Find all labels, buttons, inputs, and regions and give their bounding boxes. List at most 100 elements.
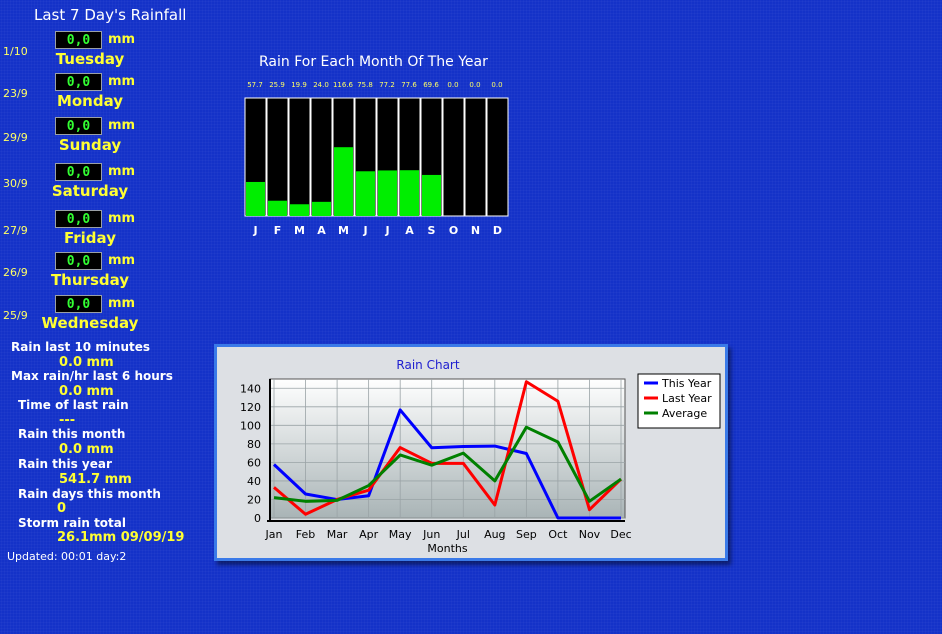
day-date: 30/9 <box>3 177 28 190</box>
bar-slot <box>266 97 289 217</box>
day-row: 27/9 0,0 mm Friday <box>0 210 200 250</box>
max-rate-label: Max rain/hr last 6 hours <box>11 369 173 383</box>
bar <box>312 201 331 216</box>
max-rate-value: 0.0 mm <box>59 384 114 399</box>
day-rain-value: 0,0 <box>55 252 102 270</box>
year-label: Rain this year <box>18 457 112 471</box>
bar-value-label: 77.2 <box>379 81 395 89</box>
legend: This Year Last Year Average <box>637 373 721 429</box>
line-chart-title: Rain Chart <box>396 358 459 372</box>
bar <box>422 174 441 216</box>
x-tick-label: Dec <box>610 528 631 541</box>
y-tick-label: 0 <box>254 512 261 525</box>
bar-month-label: M <box>338 224 349 237</box>
bar <box>378 170 397 216</box>
last-rain-value: --- <box>59 413 76 428</box>
bar-month-label: D <box>493 224 502 237</box>
day-date: 29/9 <box>3 131 28 144</box>
day-name: Thursday <box>50 271 130 289</box>
day-name: Wednesday <box>41 314 139 332</box>
bar-value-label: 0.0 <box>447 81 458 89</box>
y-tick-label: 140 <box>240 382 261 395</box>
x-tick-label: Nov <box>579 528 601 541</box>
day-date: 26/9 <box>3 266 28 279</box>
bar-month-label: M <box>294 224 305 237</box>
day-rain-unit: mm <box>108 253 136 268</box>
day-name: Monday <box>56 92 124 110</box>
bar <box>290 204 309 216</box>
day-rain-value: 0,0 <box>55 163 102 181</box>
bar-value-label: 57.7 <box>247 81 263 89</box>
day-rain-value: 0,0 <box>55 73 102 91</box>
bar-value-label: 0.0 <box>491 81 502 89</box>
bar <box>400 170 419 216</box>
bar-month-label: J <box>384 224 389 237</box>
bar-value-label: 77.6 <box>401 81 417 89</box>
bar-value-label: 69.6 <box>423 81 439 89</box>
day-row: 23/9 0,0 mm Monday <box>0 73 200 113</box>
day-name: Sunday <box>58 136 122 154</box>
bar <box>334 147 353 216</box>
y-tick-label: 20 <box>247 493 261 506</box>
day-row: 1/10 0,0 mm Tuesday <box>0 31 200 71</box>
bar-month-label: A <box>317 224 326 237</box>
bar-month-label: N <box>471 224 480 237</box>
day-row: 25/9 0,0 mm Wednesday <box>0 295 200 335</box>
day-row: 29/9 0,0 mm Sunday <box>0 117 200 157</box>
day-date: 23/9 <box>3 87 28 100</box>
rain-days-value: 0 <box>57 501 67 516</box>
y-tick-label: 120 <box>240 401 261 414</box>
bar-slot <box>464 97 487 217</box>
day-date: 27/9 <box>3 224 28 237</box>
updated-text: Updated: 00:01 day:2 <box>7 550 127 563</box>
bar-slot <box>442 97 465 217</box>
bar-value-label: 19.9 <box>291 81 307 89</box>
storm-value: 26.1mm 09/09/19 <box>57 530 185 545</box>
bar <box>356 171 375 216</box>
bar-slot <box>288 97 311 217</box>
bar-month-label: O <box>449 224 458 237</box>
y-tick-label: 100 <box>240 419 261 432</box>
month-label: Rain this month <box>18 427 126 441</box>
bar-month-label: J <box>252 224 257 237</box>
x-tick-label: Jul <box>456 528 470 541</box>
legend-label: Average <box>662 407 707 420</box>
bar-value-label: 75.8 <box>357 81 373 89</box>
x-tick-label: Apr <box>359 528 379 541</box>
bar-month-label: A <box>405 224 414 237</box>
last-rain-label: Time of last rain <box>18 398 129 412</box>
day-name: Tuesday <box>55 50 125 68</box>
day-rain-unit: mm <box>108 32 136 47</box>
day-row: 30/9 0,0 mm Saturday <box>0 163 200 203</box>
x-tick-label: Feb <box>296 528 315 541</box>
bar-month-label: J <box>362 224 367 237</box>
bar <box>268 200 287 216</box>
day-date: 1/10 <box>3 45 28 58</box>
day-rain-unit: mm <box>108 74 136 89</box>
month-value: 0.0 mm <box>59 442 114 457</box>
bar-value-label: 24.0 <box>313 81 329 89</box>
bar <box>246 181 265 216</box>
x-tick-label: May <box>389 528 412 541</box>
series-line <box>273 425 622 503</box>
day-rain-unit: mm <box>108 211 136 226</box>
y-tick-label: 40 <box>247 475 261 488</box>
x-tick-label: Sep <box>516 528 537 541</box>
legend-label: Last Year <box>662 392 712 405</box>
page-title: Last 7 Day's Rainfall <box>34 6 187 24</box>
storm-label: Storm rain total <box>18 516 126 530</box>
x-tick-label: Mar <box>327 528 348 541</box>
monthly-rain-bar-chart: 57.7 J 25.9 F 19.9 M 24.0 A 116.6 M 75.8 J 77.2 J 77.6… <box>244 81 509 237</box>
rain-days-label: Rain days this month <box>18 487 161 501</box>
day-rain-unit: mm <box>108 296 136 311</box>
bar-value-label: 25.9 <box>269 81 285 89</box>
x-axis-label: Months <box>427 542 467 555</box>
x-tick-label: Oct <box>548 528 568 541</box>
legend-label: This Year <box>661 377 712 390</box>
rain-10min-value: 0.0 mm <box>59 355 114 370</box>
bar-slot <box>310 97 333 217</box>
day-date: 25/9 <box>3 309 28 322</box>
y-tick-label: 80 <box>247 438 261 451</box>
bar-value-label: 116.6 <box>333 81 354 89</box>
bar-chart-title: Rain For Each Month Of The Year <box>259 54 488 70</box>
